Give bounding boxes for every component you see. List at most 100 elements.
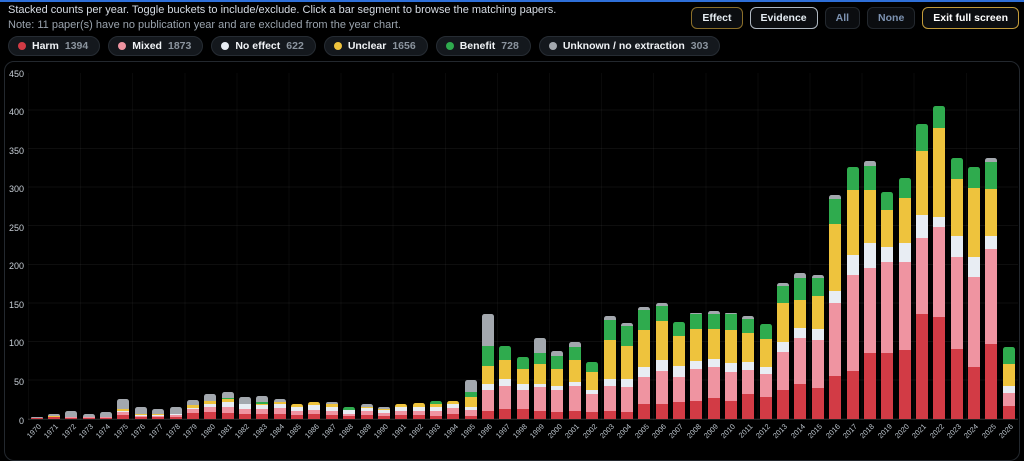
stacked-bar-1988[interactable] xyxy=(343,407,356,419)
bar-segment-unclear[interactable] xyxy=(516,368,529,385)
stacked-bar-1995[interactable] xyxy=(464,379,477,419)
bar-segment-mixed[interactable] xyxy=(846,274,859,372)
bar-segment-harm[interactable] xyxy=(30,418,43,419)
bar-segment-harm[interactable] xyxy=(412,415,425,419)
bar-segment-unknown-no-extraction[interactable] xyxy=(829,195,842,199)
bar-segment-no-effect[interactable] xyxy=(707,358,720,368)
stacked-bar-1974[interactable] xyxy=(100,412,113,419)
stacked-bar-1979[interactable] xyxy=(186,399,199,419)
bar-segment-unknown-no-extraction[interactable] xyxy=(534,338,547,353)
bar-segment-no-effect[interactable] xyxy=(152,415,165,416)
bar-segment-mixed[interactable] xyxy=(1002,392,1015,406)
bar-segment-mixed[interactable] xyxy=(933,227,946,318)
bar-segment-unclear[interactable] xyxy=(933,128,946,217)
bar-segment-unclear[interactable] xyxy=(273,402,286,405)
bar-segment-no-effect[interactable] xyxy=(117,411,130,413)
bar-segment-unknown-no-extraction[interactable] xyxy=(568,341,581,348)
legend-chip-unknown-no-extraction[interactable]: Unknown / no extraction 303 xyxy=(538,36,721,56)
bar-segment-harm[interactable] xyxy=(863,352,876,419)
bar-segment-no-effect[interactable] xyxy=(343,409,356,414)
stacked-bar-2004[interactable] xyxy=(620,322,633,419)
bar-segment-unknown-no-extraction[interactable] xyxy=(273,398,286,403)
bar-segment-benefit[interactable] xyxy=(343,407,356,410)
bar-segment-harm[interactable] xyxy=(447,413,460,419)
bar-segment-benefit[interactable] xyxy=(933,105,946,129)
bar-segment-mixed[interactable] xyxy=(655,371,668,405)
bar-segment-unclear[interactable] xyxy=(482,365,495,385)
bar-segment-mixed[interactable] xyxy=(811,340,824,389)
bar-segment-harm[interactable] xyxy=(65,418,78,419)
bar-segment-mixed[interactable] xyxy=(742,370,755,395)
bar-segment-harm[interactable] xyxy=(464,415,477,419)
stacked-bar-1999[interactable] xyxy=(534,338,547,419)
bar-segment-mixed[interactable] xyxy=(273,408,286,414)
bar-segment-mixed[interactable] xyxy=(534,387,547,411)
bar-segment-mixed[interactable] xyxy=(950,257,963,349)
bar-segment-benefit[interactable] xyxy=(672,321,685,336)
stacked-bar-1998[interactable] xyxy=(516,356,529,419)
stacked-bar-2019[interactable] xyxy=(881,191,894,419)
stacked-bar-1990[interactable] xyxy=(377,406,390,419)
bar-segment-benefit[interactable] xyxy=(256,402,269,404)
bar-segment-mixed[interactable] xyxy=(707,367,720,399)
bar-segment-mixed[interactable] xyxy=(603,385,616,411)
stacked-bar-1994[interactable] xyxy=(447,400,460,419)
stacked-bar-1991[interactable] xyxy=(395,403,408,419)
bar-segment-unclear[interactable] xyxy=(238,403,251,405)
bar-segment-benefit[interactable] xyxy=(742,318,755,334)
stacked-bar-2007[interactable] xyxy=(672,321,685,419)
bar-segment-mixed[interactable] xyxy=(82,417,95,419)
bar-segment-unknown-no-extraction[interactable] xyxy=(707,311,720,315)
bar-segment-no-effect[interactable] xyxy=(950,235,963,258)
stacked-bar-2011[interactable] xyxy=(742,315,755,419)
bar-segment-mixed[interactable] xyxy=(256,408,269,414)
bar-segment-benefit[interactable] xyxy=(777,286,790,304)
bar-segment-no-effect[interactable] xyxy=(568,382,581,386)
legend-chip-unclear[interactable]: Unclear 1656 xyxy=(323,36,428,56)
stacked-bar-2017[interactable] xyxy=(846,166,859,419)
bar-segment-harm[interactable] xyxy=(273,413,286,419)
bar-segment-no-effect[interactable] xyxy=(672,365,685,377)
bar-segment-unclear[interactable] xyxy=(152,413,165,416)
bar-segment-unknown-no-extraction[interactable] xyxy=(985,157,998,163)
bar-segment-benefit[interactable] xyxy=(950,157,963,180)
stacked-bar-1971[interactable] xyxy=(48,414,61,419)
bar-segment-benefit[interactable] xyxy=(794,277,807,300)
bar-segment-harm[interactable] xyxy=(742,394,755,419)
bar-segment-no-effect[interactable] xyxy=(516,384,529,390)
bar-segment-benefit[interactable] xyxy=(1002,347,1015,365)
bar-segment-harm[interactable] xyxy=(881,352,894,419)
bar-segment-unclear[interactable] xyxy=(464,396,477,407)
bar-segment-unknown-no-extraction[interactable] xyxy=(325,402,338,404)
bar-segment-no-effect[interactable] xyxy=(603,378,616,386)
stacked-bar-2014[interactable] xyxy=(794,273,807,419)
bar-segment-mixed[interactable] xyxy=(916,237,928,315)
bar-segment-mixed[interactable] xyxy=(412,410,425,416)
bar-segment-no-effect[interactable] xyxy=(534,384,547,388)
bar-segment-harm[interactable] xyxy=(568,410,581,419)
bar-segment-harm[interactable] xyxy=(152,417,165,419)
bar-segment-mixed[interactable] xyxy=(377,412,390,416)
bar-segment-unknown-no-extraction[interactable] xyxy=(742,315,755,319)
bar-segment-benefit[interactable] xyxy=(620,325,633,346)
bar-segment-mixed[interactable] xyxy=(620,387,633,413)
bar-segment-unclear[interactable] xyxy=(898,198,911,244)
bar-segment-unclear[interactable] xyxy=(638,329,651,367)
bar-segment-unclear[interactable] xyxy=(221,398,234,403)
bar-segment-no-effect[interactable] xyxy=(898,243,911,262)
stacked-bar-2006[interactable] xyxy=(655,303,668,419)
bar-segment-unclear[interactable] xyxy=(1002,364,1015,386)
bar-segment-unclear[interactable] xyxy=(863,190,876,244)
bar-segment-no-effect[interactable] xyxy=(412,406,425,411)
bar-segment-harm[interactable] xyxy=(638,404,651,419)
stacked-bar-2013[interactable] xyxy=(777,283,790,419)
bar-segment-mixed[interactable] xyxy=(881,262,894,353)
bar-segment-harm[interactable] xyxy=(308,414,321,419)
bar-segment-benefit[interactable] xyxy=(221,398,234,399)
bar-segment-benefit[interactable] xyxy=(759,324,772,339)
bar-segment-harm[interactable] xyxy=(377,415,390,419)
evidence-button[interactable]: Evidence xyxy=(749,7,818,29)
legend-chip-mixed[interactable]: Mixed 1873 xyxy=(108,36,204,56)
exit-full-screen-button[interactable]: Exit full screen xyxy=(922,7,1019,29)
stacked-bar-2003[interactable] xyxy=(603,315,616,419)
